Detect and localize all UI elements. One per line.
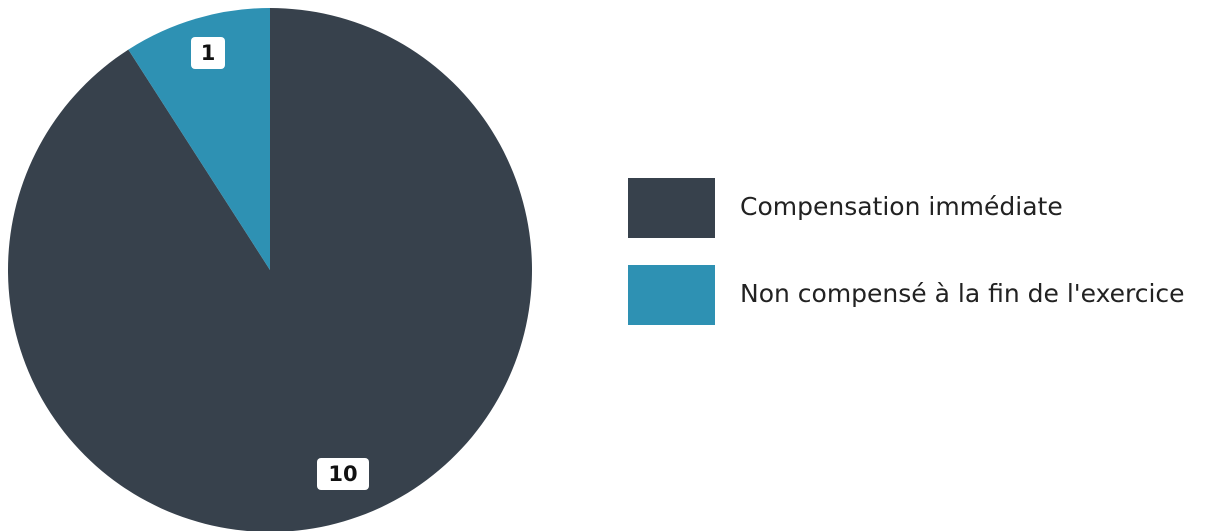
legend-label: Compensation immédiate	[740, 192, 1063, 221]
data-label-box	[191, 37, 225, 69]
data-label-box	[317, 458, 369, 490]
legend-swatch	[628, 265, 715, 325]
legend-label: Non compensé à la fin de l'exercice	[740, 279, 1185, 308]
data-label-non-compense: 1	[191, 37, 225, 69]
pie-slice-non-compense	[128, 8, 270, 270]
legend-item-compensation-immediate: Compensation immédiate	[628, 178, 1063, 238]
pie-slices	[8, 8, 532, 531]
pie-slice-compensation-immediate	[8, 8, 532, 531]
data-label-text: 10	[328, 462, 357, 486]
legend: Compensation immédiate Non compensé à la …	[628, 178, 1185, 325]
data-label-compensation-immediate: 10	[317, 458, 369, 490]
pie-data-labels: 10 1	[191, 37, 369, 490]
legend-item-non-compense: Non compensé à la fin de l'exercice	[628, 265, 1185, 325]
data-label-text: 1	[201, 41, 216, 65]
legend-swatch	[628, 178, 715, 238]
